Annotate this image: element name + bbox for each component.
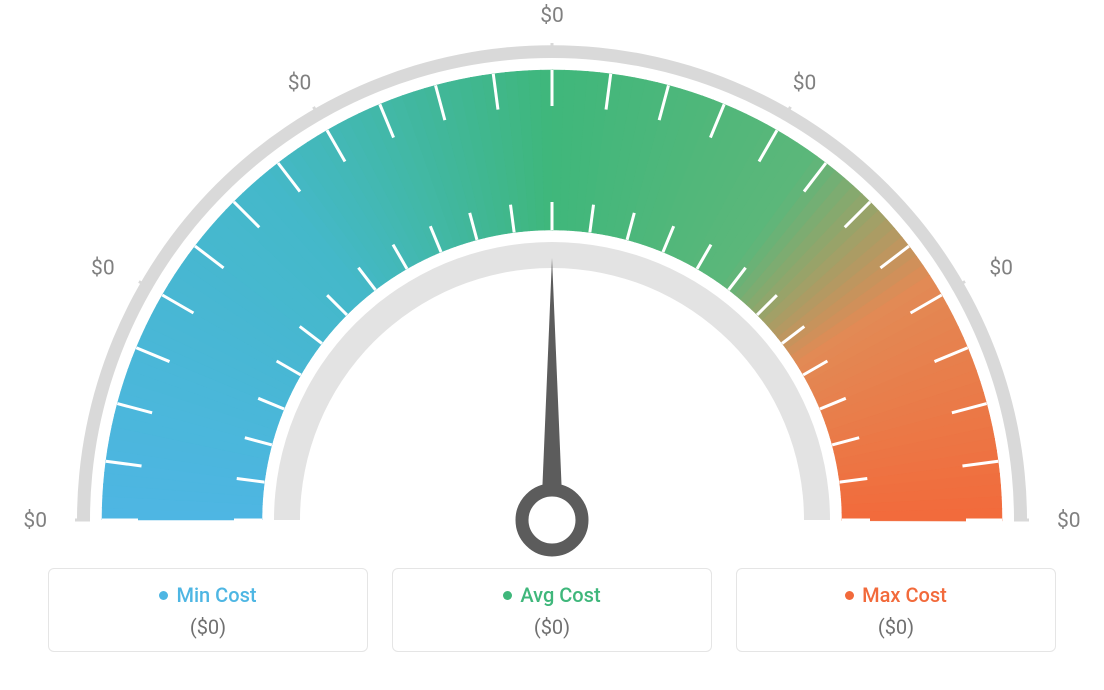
legend-card-min: Min Cost ($0)	[48, 568, 368, 652]
svg-text:$0: $0	[288, 72, 312, 96]
legend-label-min: Min Cost	[159, 583, 256, 607]
svg-text:$0: $0	[1057, 509, 1081, 533]
legend-label-avg: Avg Cost	[503, 583, 600, 607]
legend-dot-avg	[503, 591, 512, 600]
legend-card-max: Max Cost ($0)	[736, 568, 1056, 652]
legend-value-max: ($0)	[747, 615, 1045, 639]
legend-text-max: Max Cost	[862, 583, 947, 607]
legend-text-avg: Avg Cost	[520, 583, 600, 607]
svg-text:$0: $0	[540, 4, 564, 28]
svg-text:$0: $0	[989, 257, 1013, 281]
svg-text:$0: $0	[91, 257, 115, 281]
gauge-svg: $0 $0 $0 $0 $0 $0 $0	[0, 0, 1104, 560]
legend-row: Min Cost ($0) Avg Cost ($0) Max Cost ($0…	[0, 568, 1104, 652]
legend-value-min: ($0)	[59, 615, 357, 639]
svg-text:$0: $0	[23, 509, 47, 533]
svg-text:$0: $0	[793, 72, 817, 96]
legend-text-min: Min Cost	[176, 583, 256, 607]
cost-gauge: $0 $0 $0 $0 $0 $0 $0	[0, 0, 1104, 560]
legend-dot-min	[159, 591, 168, 600]
legend-card-avg: Avg Cost ($0)	[392, 568, 712, 652]
legend-label-max: Max Cost	[845, 583, 947, 607]
legend-value-avg: ($0)	[403, 615, 701, 639]
legend-dot-max	[845, 591, 854, 600]
